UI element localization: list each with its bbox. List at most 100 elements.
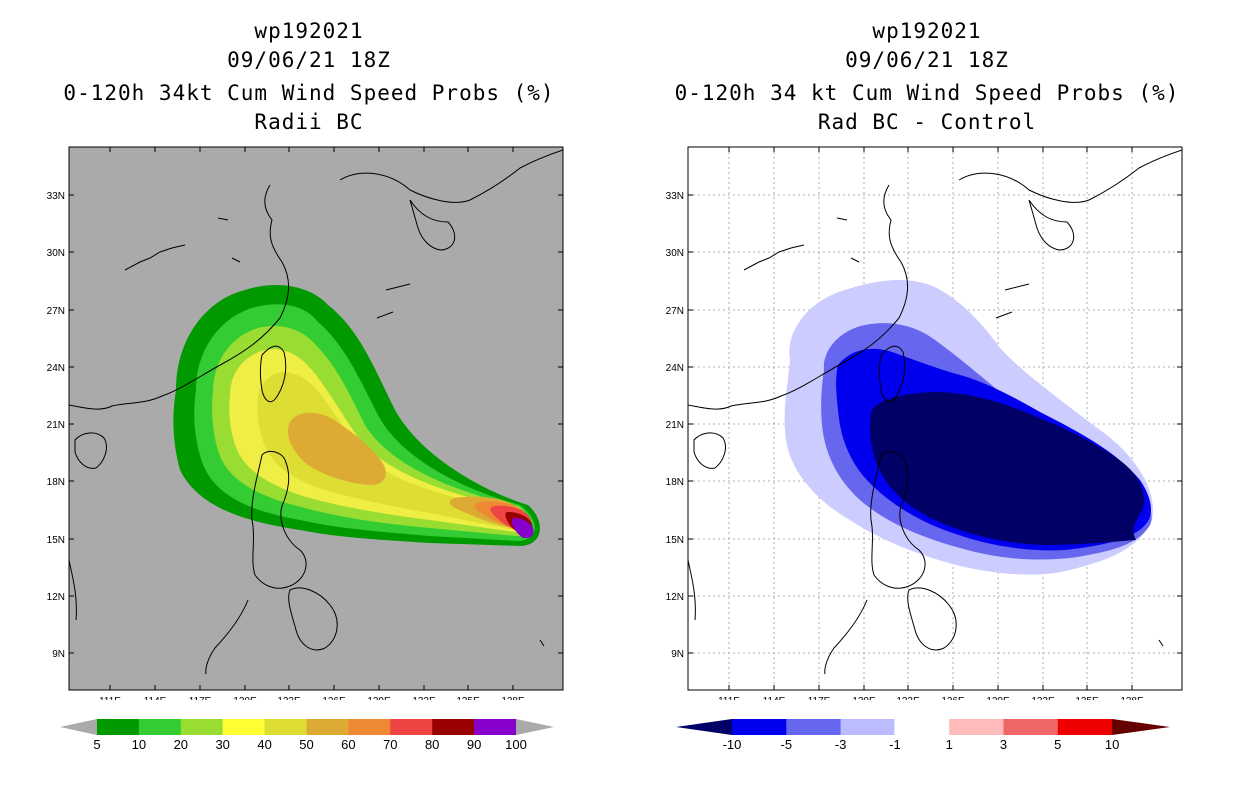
right-colorbar-boxes	[676, 718, 1170, 736]
lat-label: 33N	[47, 191, 65, 202]
left-colorbar-label: 90	[467, 737, 481, 752]
lon-label: 135E	[1075, 696, 1099, 700]
right-coastlines	[688, 149, 1182, 675]
left-colorbar-label: 50	[299, 737, 313, 752]
left-colorbar-labels: 5 10 20 30 40 50 60 70 80 90 100	[93, 737, 526, 752]
lat-label: 27N	[47, 306, 65, 317]
right-title-subtitle: Rad BC - Control	[817, 110, 1037, 134]
right-colorbar-box	[894, 718, 951, 736]
right-colorbar-box	[732, 719, 787, 735]
right-colorbar-labels: -10 -5 -3 -1 1 3 5 10	[723, 737, 1120, 752]
lon-label: 111E	[718, 696, 740, 700]
right-colorbar-box	[949, 719, 1004, 735]
right-difference-contours	[688, 149, 1182, 675]
right-colorbar-box	[1003, 719, 1059, 735]
lon-label: 120E	[852, 696, 876, 700]
right-colorbar-label: 10	[1105, 737, 1119, 752]
lon-label: 138E	[1120, 696, 1144, 700]
left-map-frame	[68, 146, 564, 691]
lat-label: 9N	[52, 649, 65, 660]
left-title-date: 09/06/21 18Z	[227, 48, 391, 72]
right-colorbar-label: 1	[946, 737, 953, 752]
lat-label: 15N	[47, 535, 65, 546]
left-colorbar-box	[222, 719, 266, 735]
lat-label: 18N	[666, 477, 684, 488]
right-colorbar-box	[840, 719, 896, 735]
left-colorbar: 5 10 20 30 40 50 60 70 80 90 100	[60, 719, 554, 752]
lon-label: 123E	[896, 696, 920, 700]
left-colorbar-box	[180, 719, 224, 735]
right-colorbar-box	[1057, 719, 1113, 735]
lon-label: 117E	[189, 696, 212, 700]
left-title-product: 0-120h 34kt Cum Wind Speed Probs (%)	[63, 81, 555, 105]
lat-label: 30N	[47, 248, 65, 259]
left-colorbar-box	[264, 719, 307, 735]
right-colorbar-label: -10	[723, 737, 742, 752]
left-title-subtitle: Radii BC	[254, 110, 364, 134]
left-colorbar-box	[348, 719, 391, 735]
right-title: wp192021 09/06/21 18Z 0-120h 34 kt Cum W…	[647, 17, 1207, 137]
contour-40	[257, 372, 526, 530]
diff-contour-minus10	[869, 392, 1144, 545]
right-colorbar-box	[786, 719, 842, 735]
contour-50	[287, 412, 386, 485]
left-colorbar-label: 10	[132, 737, 146, 752]
lat-label: 24N	[666, 363, 684, 374]
right-title-date: 09/06/21 18Z	[845, 48, 1009, 72]
left-coastlines	[69, 149, 563, 675]
lon-label: 126E	[322, 696, 346, 700]
left-colorbar-label: 60	[341, 737, 355, 752]
lon-label: 123E	[277, 696, 301, 700]
lat-label: 30N	[666, 248, 684, 259]
right-colorbar-label: -5	[781, 737, 793, 752]
right-colorbar-label: 3	[1000, 737, 1007, 752]
left-colorbar-box	[390, 719, 433, 735]
left-colorbar-box	[306, 719, 349, 735]
left-colorbar-label: 5	[93, 737, 100, 752]
lon-label: 132E	[412, 696, 436, 700]
left-title-storm: wp192021	[254, 19, 364, 43]
left-colorbar-high-arrow	[516, 719, 554, 735]
right-title-storm: wp192021	[872, 19, 982, 43]
lon-label: 129E	[367, 696, 391, 700]
lon-label: 114E	[763, 696, 786, 700]
lon-label: 117E	[808, 696, 831, 700]
left-colorbar-label: 80	[425, 737, 439, 752]
left-map: 33N 30N 27N 24N 21N 18N 15N 12N 9N 111E 114E 117E 12…	[47, 146, 564, 700]
lon-label: 129E	[986, 696, 1010, 700]
right-colorbar-label: -3	[835, 737, 847, 752]
lon-label: 111E	[99, 696, 121, 700]
right-colorbar-label: -1	[889, 737, 901, 752]
lat-label: 15N	[666, 535, 684, 546]
left-colorbar-low-arrow	[60, 719, 97, 735]
left-colorbar-label: 100	[505, 737, 527, 752]
left-colorbar-label: 20	[174, 737, 188, 752]
left-probability-contours	[69, 149, 563, 675]
lon-label: 120E	[233, 696, 257, 700]
contour-90	[512, 518, 534, 539]
lat-label: 12N	[47, 592, 65, 603]
lon-label: 132E	[1031, 696, 1055, 700]
right-map-frame	[687, 146, 1183, 691]
left-colorbar-boxes	[97, 719, 517, 735]
left-title: wp192021 09/06/21 18Z 0-120h 34kt Cum Wi…	[29, 17, 589, 137]
right-map: 33N 30N 27N 24N 21N 18N 15N 12N 9N 111E 114E 117E 12…	[666, 146, 1183, 700]
lon-label: 126E	[941, 696, 965, 700]
left-colorbar-label: 70	[383, 737, 397, 752]
lon-label: 114E	[144, 696, 167, 700]
lat-label: 18N	[47, 477, 65, 488]
lat-label: 12N	[666, 592, 684, 603]
lat-label: 21N	[47, 420, 65, 431]
lat-label: 24N	[47, 363, 65, 374]
right-colorbar-label: 5	[1054, 737, 1061, 752]
right-colorbar: -10 -5 -3 -1 1 3 5 10	[676, 718, 1170, 752]
lon-label: 138E	[501, 696, 525, 700]
lat-label: 33N	[666, 191, 684, 202]
left-colorbar-box	[138, 719, 182, 735]
lon-label: 135E	[456, 696, 480, 700]
right-colorbar-low-arrow	[676, 719, 732, 735]
lat-label: 9N	[671, 649, 684, 660]
right-axis-ticks: 33N 30N 27N 24N 21N 18N 15N 12N 9N 111E 114E 117E 12…	[666, 147, 1182, 700]
left-colorbar-box	[97, 719, 140, 735]
right-title-product: 0-120h 34 kt Cum Wind Speed Probs (%)	[674, 81, 1180, 105]
